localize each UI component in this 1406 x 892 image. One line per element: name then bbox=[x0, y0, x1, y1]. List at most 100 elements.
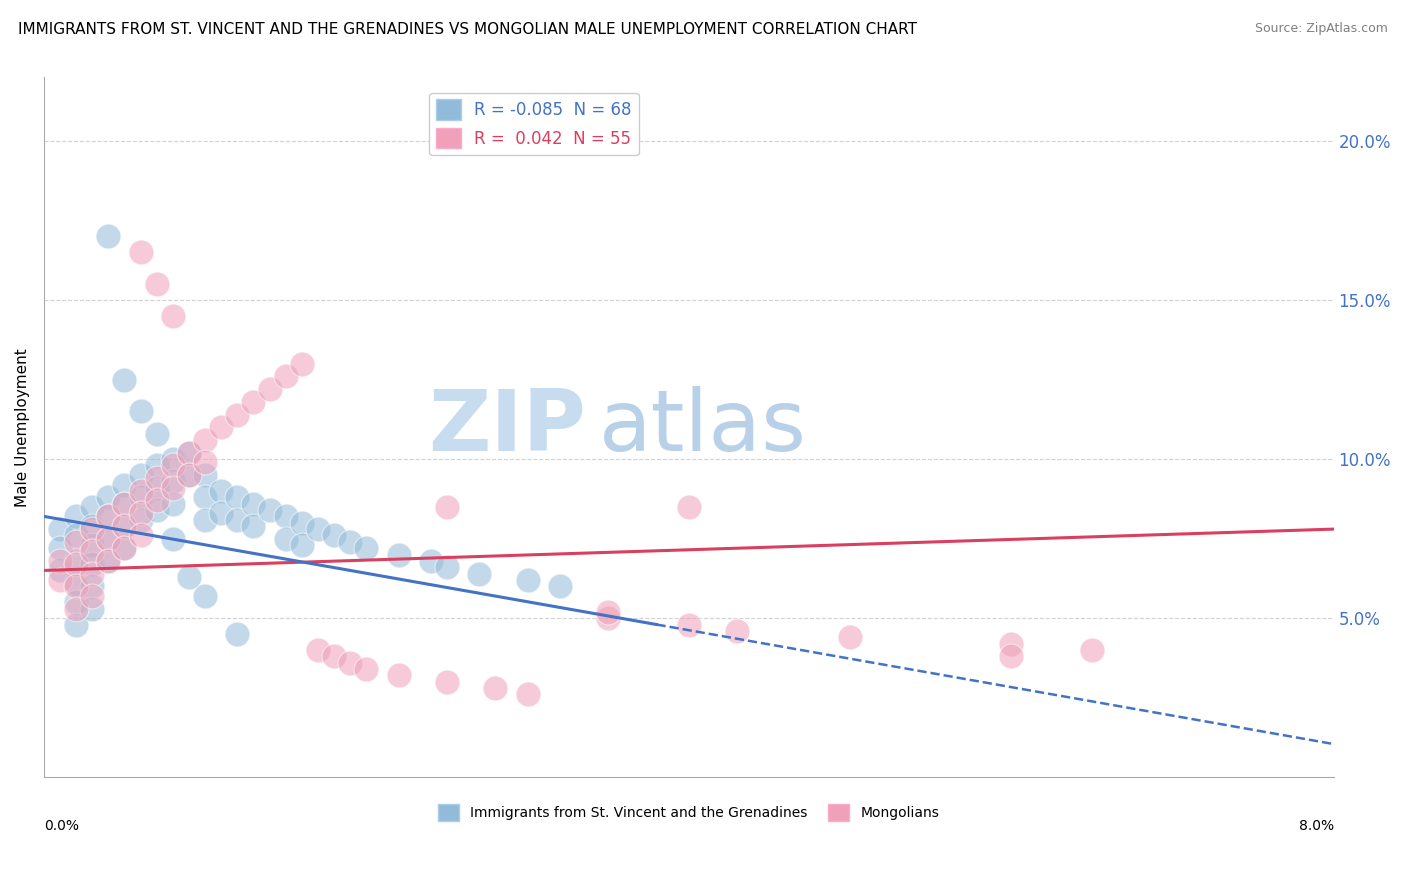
Point bbox=[129, 483, 152, 498]
Point bbox=[226, 627, 249, 641]
Point bbox=[145, 426, 167, 441]
Point bbox=[65, 528, 87, 542]
Point bbox=[82, 500, 104, 514]
Point bbox=[209, 420, 232, 434]
Point bbox=[97, 509, 120, 524]
Point bbox=[65, 595, 87, 609]
Point bbox=[291, 357, 314, 371]
Point bbox=[339, 534, 361, 549]
Point bbox=[129, 512, 152, 526]
Point bbox=[82, 519, 104, 533]
Point bbox=[209, 506, 232, 520]
Point bbox=[65, 554, 87, 568]
Point bbox=[1081, 643, 1104, 657]
Point bbox=[162, 532, 184, 546]
Point bbox=[129, 528, 152, 542]
Point bbox=[129, 245, 152, 260]
Point bbox=[259, 382, 281, 396]
Point bbox=[114, 541, 136, 556]
Point bbox=[65, 534, 87, 549]
Point bbox=[129, 468, 152, 483]
Point bbox=[97, 554, 120, 568]
Point bbox=[1000, 649, 1022, 664]
Point bbox=[598, 611, 620, 625]
Point bbox=[97, 554, 120, 568]
Point bbox=[97, 509, 120, 524]
Point bbox=[387, 548, 409, 562]
Point bbox=[65, 579, 87, 593]
Point bbox=[209, 483, 232, 498]
Point bbox=[516, 688, 538, 702]
Point bbox=[194, 589, 217, 603]
Point bbox=[226, 512, 249, 526]
Point bbox=[145, 277, 167, 292]
Point bbox=[114, 497, 136, 511]
Point bbox=[162, 309, 184, 323]
Point bbox=[436, 674, 458, 689]
Text: 0.0%: 0.0% bbox=[44, 819, 79, 833]
Point bbox=[725, 624, 748, 638]
Point bbox=[419, 554, 441, 568]
Point bbox=[356, 662, 378, 676]
Point bbox=[114, 373, 136, 387]
Point bbox=[307, 643, 329, 657]
Point bbox=[242, 395, 264, 409]
Point bbox=[97, 532, 120, 546]
Point bbox=[65, 557, 87, 571]
Point bbox=[49, 564, 72, 578]
Point bbox=[839, 630, 862, 644]
Point bbox=[129, 404, 152, 418]
Point bbox=[678, 617, 700, 632]
Point bbox=[598, 605, 620, 619]
Point bbox=[274, 532, 297, 546]
Point bbox=[82, 522, 104, 536]
Point bbox=[194, 468, 217, 483]
Point bbox=[145, 503, 167, 517]
Text: 8.0%: 8.0% bbox=[1299, 819, 1334, 833]
Point bbox=[194, 455, 217, 469]
Point bbox=[97, 490, 120, 504]
Point bbox=[162, 475, 184, 489]
Point bbox=[242, 519, 264, 533]
Point bbox=[114, 541, 136, 556]
Point bbox=[114, 519, 136, 533]
Point bbox=[82, 566, 104, 581]
Point bbox=[49, 554, 72, 568]
Point bbox=[114, 519, 136, 533]
Point bbox=[436, 560, 458, 574]
Point bbox=[678, 500, 700, 514]
Point bbox=[97, 532, 120, 546]
Point bbox=[291, 538, 314, 552]
Point bbox=[145, 458, 167, 473]
Point bbox=[162, 497, 184, 511]
Point bbox=[307, 522, 329, 536]
Point bbox=[82, 538, 104, 552]
Point bbox=[1000, 637, 1022, 651]
Point bbox=[129, 506, 152, 520]
Point bbox=[145, 481, 167, 495]
Point bbox=[65, 509, 87, 524]
Point bbox=[49, 541, 72, 556]
Point bbox=[339, 656, 361, 670]
Point bbox=[436, 500, 458, 514]
Point bbox=[162, 452, 184, 467]
Point bbox=[548, 579, 571, 593]
Point bbox=[274, 509, 297, 524]
Point bbox=[177, 446, 200, 460]
Point bbox=[82, 589, 104, 603]
Point bbox=[162, 458, 184, 473]
Point bbox=[516, 573, 538, 587]
Point bbox=[242, 497, 264, 511]
Y-axis label: Male Unemployment: Male Unemployment bbox=[15, 348, 30, 507]
Point bbox=[162, 481, 184, 495]
Point bbox=[49, 573, 72, 587]
Point bbox=[114, 477, 136, 491]
Point bbox=[82, 579, 104, 593]
Point bbox=[114, 497, 136, 511]
Point bbox=[65, 576, 87, 591]
Text: IMMIGRANTS FROM ST. VINCENT AND THE GRENADINES VS MONGOLIAN MALE UNEMPLOYMENT CO: IMMIGRANTS FROM ST. VINCENT AND THE GREN… bbox=[18, 22, 917, 37]
Point bbox=[387, 668, 409, 682]
Point bbox=[226, 490, 249, 504]
Point bbox=[484, 681, 506, 695]
Text: Source: ZipAtlas.com: Source: ZipAtlas.com bbox=[1254, 22, 1388, 36]
